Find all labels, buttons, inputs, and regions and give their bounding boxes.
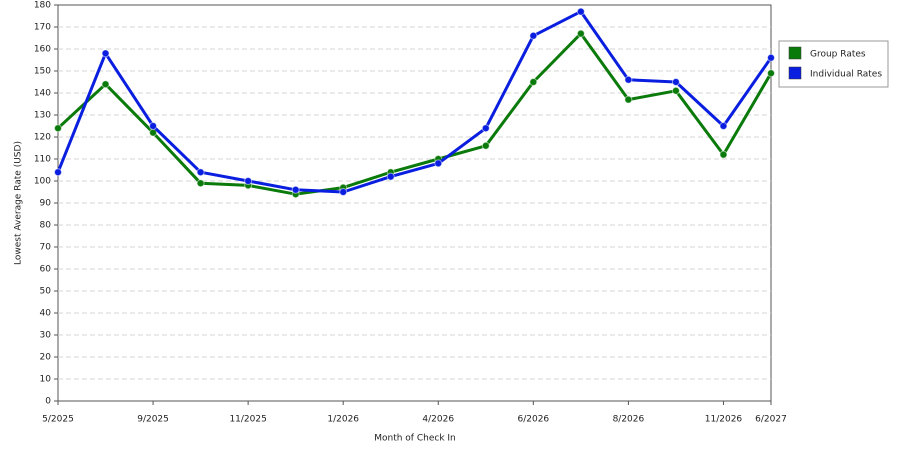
legend-label: Individual Rates xyxy=(810,70,882,80)
series-line xyxy=(56,10,773,194)
y-tick-label: 20 xyxy=(40,353,52,363)
y-tick-label: 50 xyxy=(40,287,52,297)
data-point xyxy=(481,141,490,150)
legend-swatch xyxy=(788,46,802,60)
y-tick-label: 160 xyxy=(34,45,51,55)
data-point xyxy=(434,159,443,168)
y-tick-label: 30 xyxy=(40,331,52,341)
y-tick-label: 60 xyxy=(40,265,52,275)
data-point xyxy=(196,179,205,188)
data-point xyxy=(576,29,585,38)
y-tick-label: 70 xyxy=(40,243,52,253)
y-axis-label: Lowest Average Rate (USD) xyxy=(14,141,24,265)
data-point xyxy=(576,7,585,16)
data-point xyxy=(624,95,633,104)
y-tick-label: 140 xyxy=(34,89,51,99)
data-point xyxy=(767,69,775,78)
data-point xyxy=(671,78,680,86)
y-tick-label: 110 xyxy=(34,155,51,165)
data-point xyxy=(767,53,775,62)
data-point xyxy=(671,86,680,95)
y-tick-label: 80 xyxy=(40,221,52,231)
data-point xyxy=(101,80,110,89)
data-point xyxy=(719,122,728,130)
y-tick-label: 150 xyxy=(34,67,51,77)
x-tick-label: 4/2026 xyxy=(422,415,454,425)
x-axis-label: Month of Check In xyxy=(374,434,456,444)
data-point xyxy=(481,124,490,133)
data-point xyxy=(244,177,253,185)
data-point xyxy=(624,75,633,84)
legend-swatch xyxy=(788,66,802,80)
y-tick-label: 130 xyxy=(34,111,51,121)
data-point xyxy=(529,78,538,86)
y-tick-label: 120 xyxy=(34,133,51,143)
x-tick-label: 8/2026 xyxy=(613,415,645,425)
y-tick-label: 40 xyxy=(40,309,52,319)
x-tick-label: 6/2026 xyxy=(517,415,549,425)
y-tick-label: 180 xyxy=(34,1,51,11)
y-tick-label: 0 xyxy=(45,397,51,407)
y-tick-label: 100 xyxy=(34,177,51,187)
x-tick-label: 6/2027 xyxy=(755,415,787,425)
x-tick-label: 11/2026 xyxy=(705,415,743,425)
data-point xyxy=(339,188,348,196)
data-point xyxy=(196,168,205,177)
data-point xyxy=(54,124,62,133)
data-point xyxy=(719,150,728,159)
legend-label: Group Rates xyxy=(810,50,866,60)
data-point xyxy=(101,49,110,58)
x-tick-label: 11/2025 xyxy=(229,415,266,425)
data-point xyxy=(54,168,62,177)
y-tick-label: 170 xyxy=(34,23,51,33)
y-tick-label: 10 xyxy=(40,375,52,385)
data-point xyxy=(149,122,158,130)
x-tick-label: 5/2025 xyxy=(42,415,74,425)
data-point xyxy=(529,31,538,40)
data-point xyxy=(386,172,395,181)
y-tick-label: 90 xyxy=(40,199,52,209)
data-point xyxy=(291,185,300,194)
series-line xyxy=(56,32,773,196)
x-tick-label: 9/2025 xyxy=(137,415,169,425)
x-tick-label: 1/2026 xyxy=(327,415,359,425)
